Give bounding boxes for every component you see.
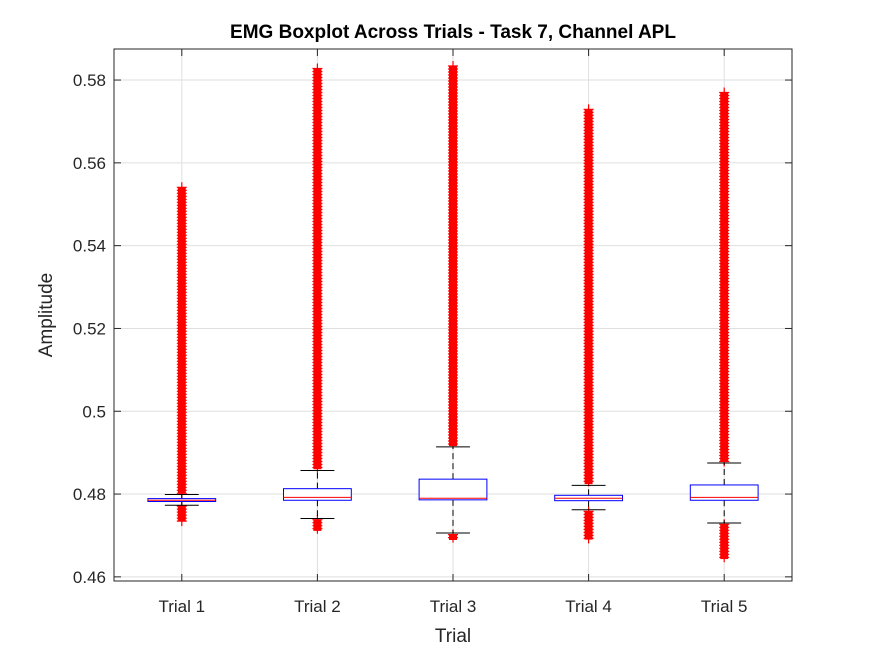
outliers-low [448,529,458,543]
x-tick-label: Trial 2 [294,597,341,616]
x-axis-label: Trial [435,626,471,647]
outlier-band [313,519,322,531]
outlier-markers [448,529,458,543]
outliers-high [448,61,458,449]
outliers-low [719,519,730,563]
x-tick-label: Trial 3 [430,597,477,616]
box-1 [147,182,217,527]
outliers-low [583,506,594,544]
y-tick-label: 0.5 [82,402,106,421]
outlier-band [177,506,186,522]
x-tick-label: Trial 5 [701,597,748,616]
chart-title: EMG Boxplot Across Trials - Task 7, Chan… [230,22,676,43]
y-tick-label: 0.52 [73,319,106,338]
outlier-band [449,534,457,541]
box-series [147,61,759,563]
outlier-band [720,524,729,560]
iqr-box [418,478,488,501]
y-tick-label: 0.58 [73,71,106,90]
outlier-band [449,65,457,447]
y-tick-label: 0.56 [73,154,106,173]
x-axis-ticks: Trial 1 Trial 2 Trial 3 Trial 4 Trial 5 [158,49,748,616]
y-tick-label: 0.54 [73,237,106,256]
outlier-band [313,68,322,470]
y-tick-label: 0.48 [73,485,106,504]
outliers-high [176,182,187,499]
box-2 [283,63,352,534]
outlier-band [584,511,593,540]
box-4 [554,104,624,544]
box-5 [689,87,759,563]
outliers-low [176,501,187,527]
iqr-box [283,488,352,501]
iqr-box [689,484,759,501]
y-tick-label: 0.46 [73,568,106,587]
outliers-high [312,63,323,473]
outliers-low [312,514,323,534]
y-axis-label: Amplitude [36,273,57,358]
x-tick-label: Trial 1 [158,597,205,616]
outlier-band [177,187,186,494]
y-axis-ticks: 0.46 0.48 0.5 0.52 0.54 0.56 0.58 [73,71,792,587]
outliers-high [583,104,594,487]
box-3 [418,61,488,543]
outlier-band [720,92,729,462]
outliers-high [719,87,730,467]
outlier-band [584,109,593,485]
x-tick-label: Trial 4 [565,597,612,616]
